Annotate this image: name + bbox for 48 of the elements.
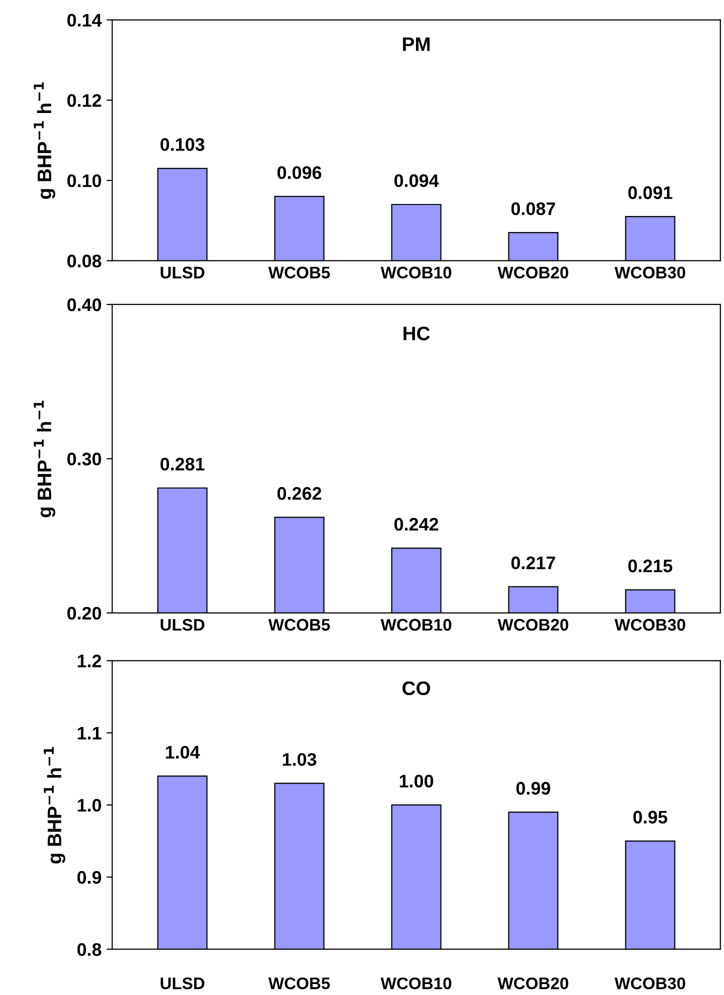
data-label: 0.096 (277, 166, 322, 180)
y-axis-title: g BHP$^{−1}$ h$^{−1}$ (44, 747, 66, 864)
data-label: 0.217 (511, 556, 556, 570)
x-tick-label: WCOB5 (268, 977, 330, 990)
data-label: 0.95 (633, 810, 668, 824)
data-label: 0.242 (394, 518, 438, 531)
x-tick-label: WCOB10 (380, 618, 452, 631)
y-tick-label: 0.12 (67, 94, 102, 107)
x-tick-label: WCOB30 (614, 618, 686, 631)
x-tick-label: WCOB30 (614, 266, 686, 279)
x-tick-label: WCOB20 (498, 618, 568, 631)
y-axis-title: g BHP$^{−1}$ h$^{−1}$ (34, 400, 56, 518)
data-label: 0.99 (516, 782, 550, 795)
data-label: 1.00 (400, 774, 434, 788)
y-tick-label: 0.20 (67, 606, 102, 620)
y-tick-label: 1.0 (78, 798, 102, 812)
text: HC (404, 326, 430, 340)
x-tick-label: WCOB5 (268, 266, 330, 278)
x-tick-label: WCOB30 (614, 977, 686, 990)
y-tick-label: 0.30 (67, 452, 102, 466)
y-axis-title: g BHP$^{−1}$ h$^{−1}$ (34, 82, 56, 199)
data-label: 0.262 (277, 487, 322, 500)
x-tick-label: ULSD (160, 266, 204, 278)
x-tick-label: WCOB20 (498, 977, 568, 990)
y-tick-label: 0.9 (77, 871, 102, 884)
x-tick-label: WCOB5 (268, 618, 330, 631)
data-label: 0.281 (160, 458, 204, 471)
x-tick-label: ULSD (160, 618, 204, 631)
data-label: 0.087 (511, 202, 556, 216)
y-tick-label: 0.40 (67, 298, 102, 312)
text: PM (403, 37, 430, 51)
data-label: 0.091 (628, 186, 672, 200)
y-tick-label: 0.14 (67, 14, 102, 27)
y-tick-label: 0.8 (77, 943, 102, 956)
text: CO (402, 681, 430, 696)
y-tick-label: 1.1 (78, 726, 102, 740)
y-tick-label: 1.2 (78, 654, 102, 668)
y-tick-label: 0.08 (67, 254, 102, 268)
x-tick-label: WCOB10 (380, 977, 452, 990)
data-label: 0.215 (628, 560, 672, 572)
data-label: 1.04 (166, 746, 200, 759)
data-label: 0.094 (394, 174, 439, 188)
x-tick-label: WCOB20 (498, 266, 568, 278)
x-tick-label: WCOB10 (380, 266, 452, 278)
data-label: 1.03 (282, 753, 316, 766)
x-tick-label: ULSD (160, 977, 204, 990)
data-label: 0.103 (160, 138, 204, 151)
y-tick-label: 0.10 (67, 174, 102, 188)
